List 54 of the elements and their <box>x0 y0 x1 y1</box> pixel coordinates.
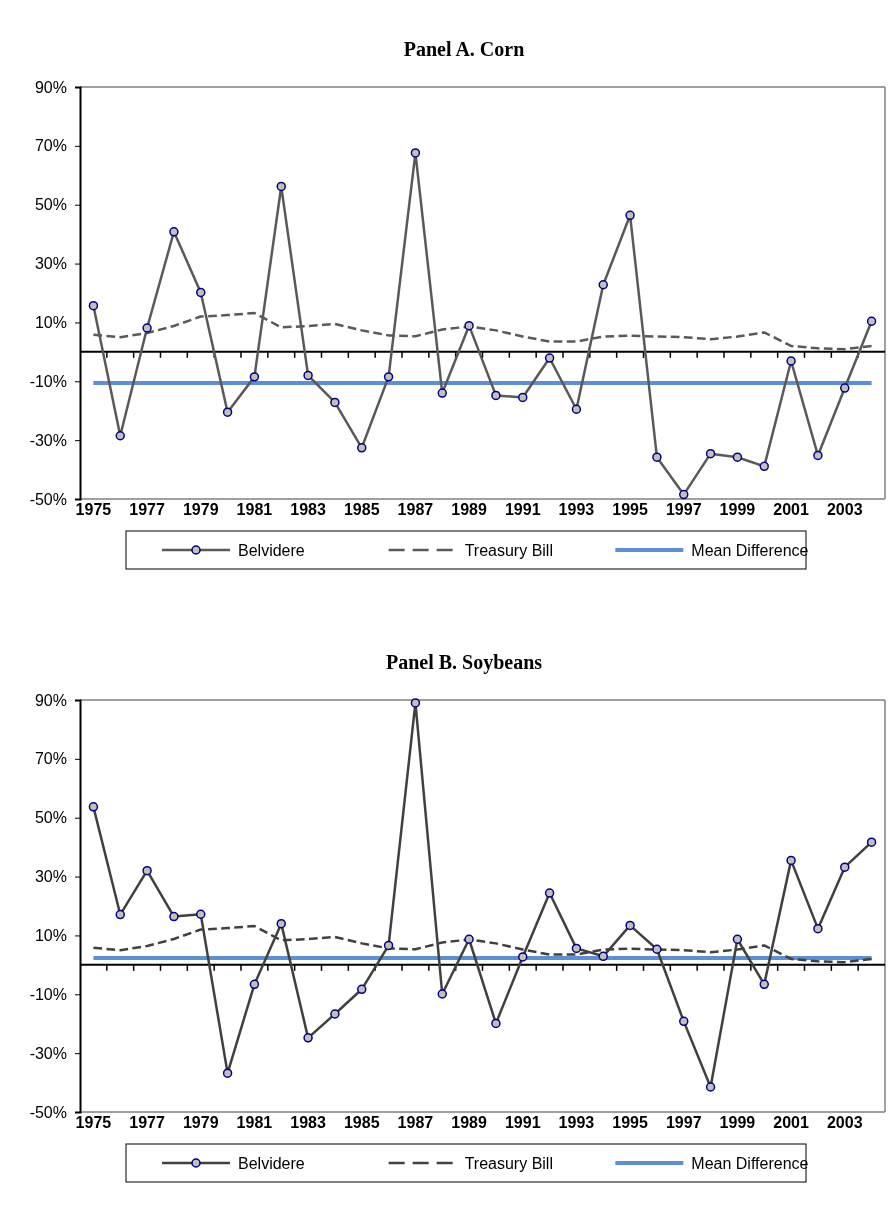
y-tick-label: 30% <box>34 868 67 886</box>
x-tick-label: 1989 <box>451 501 487 519</box>
x-tick-label: 1981 <box>236 501 273 519</box>
y-tick-label: 70% <box>34 750 67 768</box>
x-tick-label: 1991 <box>504 501 541 519</box>
x-tick-label: 1983 <box>290 1114 326 1132</box>
x-tick-label: 1985 <box>343 1114 380 1132</box>
y-tick-label: 30% <box>34 255 67 273</box>
x-tick-label: 1985 <box>343 501 380 519</box>
legend-label: Mean Difference <box>691 1155 809 1172</box>
chart-title: Panel B. Soybeans <box>385 651 543 674</box>
x-tick-label: 2003 <box>826 1114 863 1132</box>
x-tick-label: 1997 <box>665 1114 702 1132</box>
x-tick-label: 1987 <box>397 501 434 519</box>
x-tick-label: 1979 <box>182 501 219 519</box>
x-tick-label: 1975 <box>75 1114 112 1132</box>
x-tick-label: 1991 <box>504 1114 541 1132</box>
x-tick-label: 1993 <box>558 1114 595 1132</box>
x-tick-label: 1995 <box>612 501 648 519</box>
x-tick-label: 1981 <box>236 1114 273 1132</box>
chart-title: Panel A. Corn <box>403 38 525 60</box>
y-tick-label: 10% <box>34 314 67 332</box>
x-tick-label: 1983 <box>290 501 326 519</box>
y-tick-label: 10% <box>34 927 67 945</box>
y-tick-label: 90% <box>34 691 67 709</box>
y-tick-label: 50% <box>34 809 67 827</box>
x-tick-label: 1975 <box>75 501 112 519</box>
y-tick-label: 90% <box>34 78 67 96</box>
legend-label: Treasury Bill <box>464 542 553 559</box>
legend-label: Mean Difference <box>691 542 809 559</box>
x-tick-label: 1995 <box>612 1114 648 1132</box>
x-tick-label: 1987 <box>397 1114 434 1132</box>
x-tick-label: 1993 <box>558 501 595 519</box>
y-tick-label: 50% <box>34 196 67 214</box>
x-tick-label: 1999 <box>719 1114 756 1132</box>
x-tick-label: 1989 <box>451 1114 487 1132</box>
y-tick-label: -30% <box>29 431 67 449</box>
y-tick-label: -50% <box>29 490 67 508</box>
x-tick-label: 2003 <box>826 501 863 519</box>
legend-label: Belvidere <box>238 1155 305 1172</box>
x-tick-label: 2001 <box>773 1114 809 1132</box>
y-tick-label: 70% <box>34 137 67 155</box>
x-tick-label: 1999 <box>719 501 756 519</box>
legend-label: Treasury Bill <box>464 1155 553 1172</box>
y-tick-label: -10% <box>29 372 67 390</box>
y-tick-label: -10% <box>29 985 67 1003</box>
x-tick-label: 1977 <box>129 501 165 519</box>
x-tick-label: 1997 <box>665 501 702 519</box>
x-tick-label: 2001 <box>773 501 809 519</box>
x-tick-label: 1979 <box>182 1114 219 1132</box>
x-tick-label: 1977 <box>129 1114 165 1132</box>
y-tick-label: -50% <box>29 1103 67 1121</box>
legend-label: Belvidere <box>238 542 305 559</box>
y-tick-label: -30% <box>29 1044 67 1062</box>
